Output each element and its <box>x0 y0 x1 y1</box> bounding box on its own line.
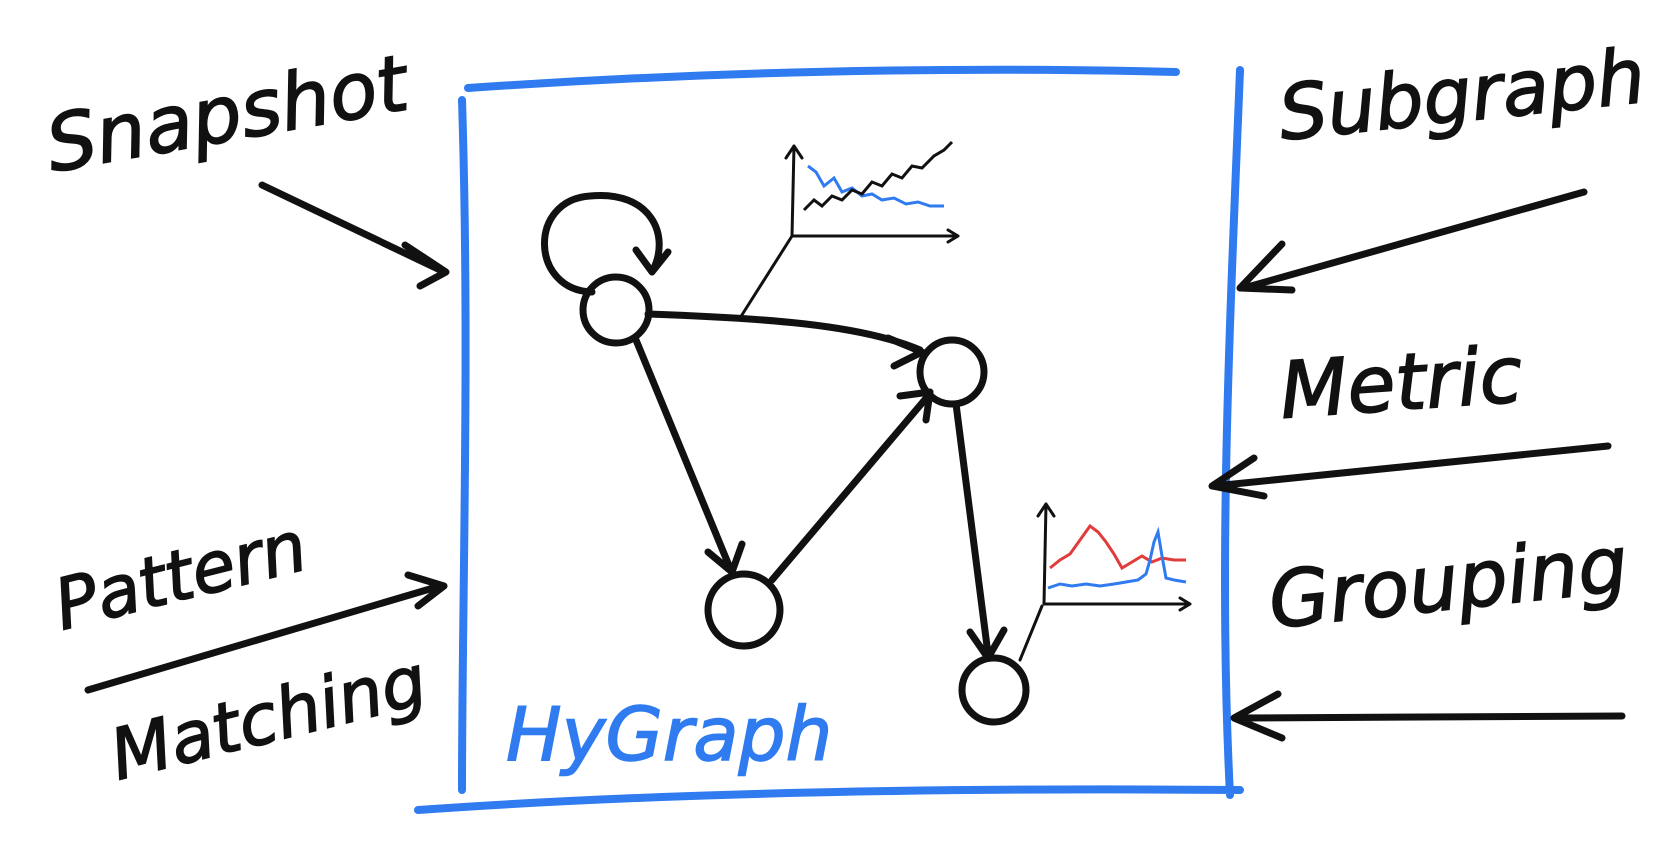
mini-chart-top <box>784 140 960 244</box>
snapshot-arrow <box>258 181 450 290</box>
subgraph-label: Subgraph <box>1275 31 1649 158</box>
snapshot-label: Snapshot <box>40 38 417 190</box>
mini-chart-bottom <box>1036 502 1192 612</box>
matching-label: Matching <box>102 639 434 796</box>
mini-chart-bottom-red-series <box>1049 523 1186 571</box>
mini-chart-top-black-series <box>802 140 954 212</box>
grouping-arrow <box>1230 690 1626 742</box>
node-lower-right <box>958 654 1030 726</box>
mini-chart-bottom-axes <box>1036 502 1192 612</box>
subgraph-arrow <box>1236 188 1588 294</box>
metric-label: Metric <box>1277 330 1525 437</box>
mini-chart-bottom-blue-series <box>1047 526 1187 590</box>
node-bottom <box>704 570 784 650</box>
hygraph-label: HyGraph <box>506 692 832 778</box>
edge-top-left-to-bottom <box>632 336 746 576</box>
edge-bottom-to-right <box>768 388 934 584</box>
pattern-label: Pattern <box>46 505 314 647</box>
chart-connector-top <box>738 234 794 320</box>
hygraph-frame <box>414 65 1244 814</box>
mini-chart-top-blue-series <box>807 164 944 208</box>
node-top-left <box>579 273 653 347</box>
grouping-label: Grouping <box>1265 520 1632 647</box>
self-loop-edge <box>541 191 672 296</box>
chart-connector-bottom <box>1018 604 1044 662</box>
metric-arrow <box>1208 442 1612 500</box>
edge-right-to-lower-right <box>952 400 1008 662</box>
node-right <box>916 336 988 408</box>
edge-top-left-to-right <box>644 310 926 370</box>
pattern-matching-arrow <box>84 571 448 694</box>
mini-chart-top-axes <box>784 144 960 244</box>
